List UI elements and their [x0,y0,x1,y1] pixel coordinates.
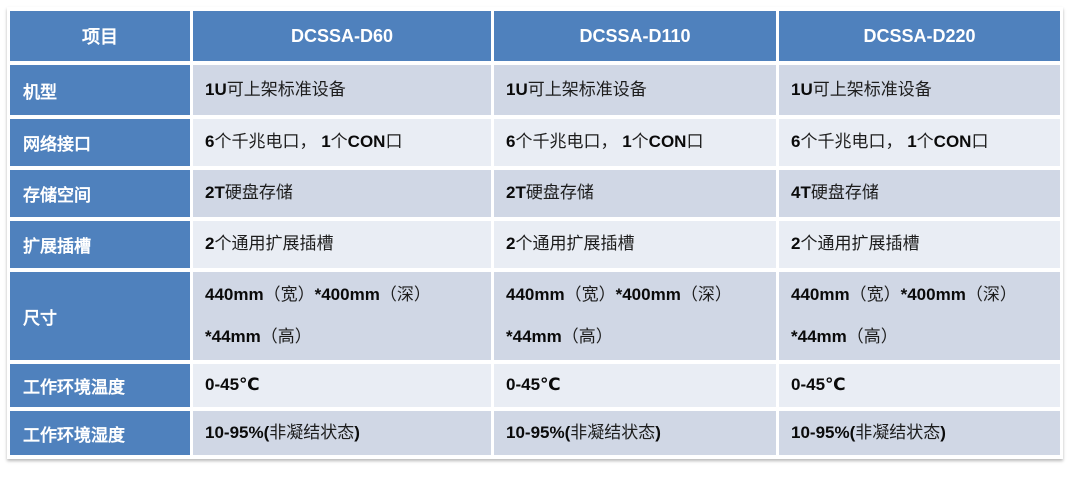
table-row: 机型 1U可上架标准设备 1U可上架标准设备 1U可上架标准设备 [10,65,1060,115]
row-label: 扩展插槽 [10,221,190,268]
spec-cell: 0-45℃ [779,364,1060,407]
spec-table-body: 机型 1U可上架标准设备 1U可上架标准设备 1U可上架标准设备 网络接口 6个千兆电口，… [10,65,1060,455]
table-row: 扩展插槽 2个通用扩展插槽 2个通用扩展插槽 2个通用扩展插槽 [10,221,1060,268]
spec-cell: 2个通用扩展插槽 [193,221,491,268]
table-row: 网络接口 6个千兆电口， 1个CON口 6个千兆电口， 1个CON口 6个千兆电口， … [10,119,1060,166]
spec-cell: 2T硬盘存储 [193,170,491,217]
spec-cell: 1U可上架标准设备 [193,65,491,115]
row-label: 工作环境湿度 [10,411,190,455]
spec-cell: 6个千兆电口， 1个CON口 [193,119,491,166]
row-label: 机型 [10,65,190,115]
spec-cell: 440mm（宽）*400mm（深） *44mm（高） [494,272,776,360]
spec-cell: 10-95%(非凝结状态) [779,411,1060,455]
spec-cell: 1U可上架标准设备 [779,65,1060,115]
spec-cell: 6个千兆电口， 1个CON口 [779,119,1060,166]
spec-cell: 1U可上架标准设备 [494,65,776,115]
table-row: 尺寸 440mm（宽）*400mm（深） *44mm（高） 440mm（宽）*400m… [10,272,1060,360]
column-header-dcssa-d220: DCSSA-D220 [779,11,1060,61]
spec-cell: 0-45℃ [494,364,776,407]
row-label: 工作环境温度 [10,364,190,407]
row-label: 存储空间 [10,170,190,217]
column-header-dcssa-d60: DCSSA-D60 [193,11,491,61]
spec-cell: 6个千兆电口， 1个CON口 [494,119,776,166]
spec-cell: 440mm（宽）*400mm（深） *44mm（高） [193,272,491,360]
spec-cell: 10-95%(非凝结状态) [193,411,491,455]
spec-cell: 0-45℃ [193,364,491,407]
column-header-dcssa-d110: DCSSA-D110 [494,11,776,61]
row-label: 尺寸 [10,272,190,360]
table-row: 工作环境温度 0-45℃ 0-45℃ 0-45℃ [10,364,1060,407]
table-row: 存储空间 2T硬盘存储 2T硬盘存储 4T硬盘存储 [10,170,1060,217]
spec-cell: 440mm（宽）*400mm（深） *44mm（高） [779,272,1060,360]
spec-comparison-table: 项目 DCSSA-D60 DCSSA-D110 DCSSA-D220 机型 1U可… [7,7,1063,459]
spec-cell: 2个通用扩展插槽 [779,221,1060,268]
spec-cell: 10-95%(非凝结状态) [494,411,776,455]
spec-cell: 2T硬盘存储 [494,170,776,217]
row-label: 网络接口 [10,119,190,166]
column-header-item: 项目 [10,11,190,61]
spec-cell: 4T硬盘存储 [779,170,1060,217]
table-row: 工作环境湿度 10-95%(非凝结状态) 10-95%(非凝结状态) 10-95%(非… [10,411,1060,455]
header-row: 项目 DCSSA-D60 DCSSA-D110 DCSSA-D220 [10,11,1060,61]
spec-cell: 2个通用扩展插槽 [494,221,776,268]
